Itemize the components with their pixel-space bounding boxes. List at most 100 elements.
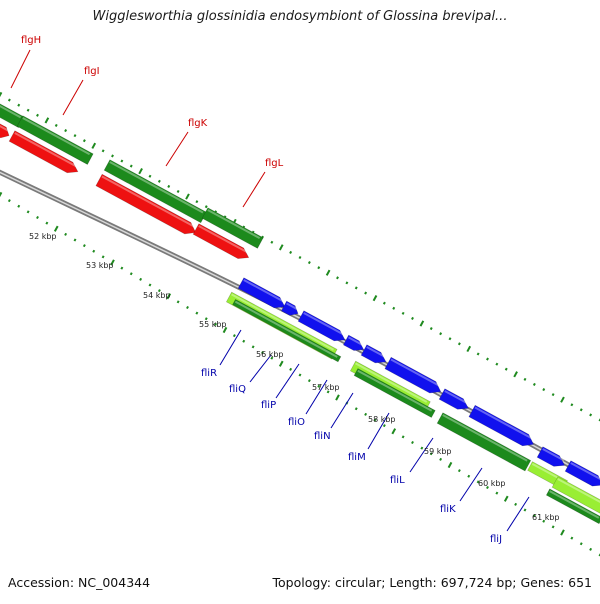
- inner-dot-63-mark: [589, 547, 593, 551]
- gene-label-fliK[interactable]: fliK: [440, 504, 456, 515]
- outer-dot-4-mark: [36, 113, 39, 117]
- outer-dot-59-mark: [551, 393, 555, 397]
- red-bar-4-body: [192, 223, 250, 259]
- outer-dot-8: [73, 134, 77, 138]
- blue-bar-5-body: [360, 344, 387, 364]
- outer-dot-57-mark: [532, 382, 536, 386]
- inner-dot-31-mark: [289, 367, 293, 371]
- inner-dot-36: [335, 394, 340, 401]
- outer-dot-48-mark: [448, 337, 452, 341]
- inner-dot-19: [176, 300, 180, 304]
- outer-dot-49-mark: [457, 342, 461, 346]
- gene-label-fliR[interactable]: fliR: [201, 368, 217, 379]
- topology-text: Topology: circular; Length: 697,724 bp; …: [272, 575, 593, 590]
- inner-dot-47-mark: [439, 457, 443, 461]
- flg-genes: [0, 122, 250, 259]
- outer-dot-3-mark: [26, 108, 30, 112]
- outer-dot-63-mark: [589, 413, 593, 417]
- inner-dot-23: [214, 322, 218, 326]
- outer-dot-9-mark: [82, 139, 86, 143]
- inner-dot-18-mark: [166, 293, 172, 300]
- inner-dot-12: [110, 259, 115, 266]
- inner-dot-56-mark: [523, 508, 527, 512]
- outer-dot-42: [392, 306, 396, 310]
- inner-dot-43-mark: [401, 435, 405, 439]
- inner-dot-61: [570, 536, 574, 540]
- blue-bar-8-shine: [474, 406, 534, 440]
- blue-bar-1: [237, 277, 286, 309]
- gene-label-flgK[interactable]: flgK: [188, 118, 208, 129]
- outer-dot-54: [504, 367, 508, 371]
- green-bar-9b-body: [545, 488, 600, 525]
- inner-dot-33-mark: [307, 379, 311, 383]
- inner-dot-4-mark: [36, 215, 39, 220]
- inner-dot-30: [278, 360, 284, 367]
- leader-line-0: [10, 49, 31, 89]
- leader-line-3: [242, 171, 266, 208]
- inner-dot-57: [532, 514, 536, 518]
- kbp-label-58: 58 kbp: [368, 415, 396, 424]
- inner-dot-13-mark: [120, 266, 124, 270]
- inner-dot-18: [166, 293, 172, 300]
- gene-label-flgL[interactable]: flgL: [265, 158, 284, 169]
- outer-dot-9: [82, 139, 86, 143]
- inner-dot-62: [579, 542, 583, 546]
- red-bar-2-shine: [14, 132, 78, 168]
- outer-dot-39: [364, 291, 368, 295]
- outer-dot-39-mark: [364, 291, 368, 295]
- inner-dot-3: [26, 210, 30, 214]
- inner-dot-52-mark: [486, 485, 489, 490]
- inner-dot-41-mark: [382, 424, 386, 428]
- gene-label-fliM[interactable]: fliM: [348, 452, 366, 463]
- gene-label-fliN[interactable]: fliN: [314, 431, 331, 442]
- outer-dot-14-mark: [129, 164, 133, 168]
- inner-dot-55: [514, 502, 518, 506]
- gene-label-fliP[interactable]: fliP: [261, 400, 276, 411]
- inner-dot-24: [222, 326, 228, 334]
- outer-dot-0: [0, 91, 3, 99]
- leader-line-11: [459, 467, 483, 502]
- gene-label-fliQ[interactable]: fliQ: [229, 384, 246, 395]
- red-bar-1-body: [0, 122, 10, 139]
- outer-dot-20: [185, 193, 190, 200]
- blue-bar-4-body: [342, 334, 365, 351]
- leader-line-9: [367, 412, 390, 450]
- inner-dot-15: [139, 277, 143, 281]
- inner-dot-46-mark: [429, 452, 433, 456]
- outer-dot-32-mark: [298, 255, 302, 260]
- outer-dot-51-mark: [476, 352, 480, 356]
- outer-dot-14: [129, 164, 133, 168]
- green-bar-1-shine: [0, 104, 22, 119]
- green-bar-6b-shine: [357, 369, 433, 412]
- blue-bar-3: [297, 310, 346, 342]
- green-bar-8-shine: [531, 462, 565, 482]
- blue-bar-3-shine: [303, 312, 345, 336]
- inner-dot-38-mark: [354, 407, 358, 411]
- kbp-label-56: 56 kbp: [256, 350, 284, 359]
- inner-dot-11-mark: [101, 255, 105, 259]
- gene-label-fliO[interactable]: fliO: [288, 417, 305, 428]
- gene-label-fliL[interactable]: fliL: [390, 475, 405, 486]
- inner-dot-35-mark: [326, 390, 330, 394]
- page-title: Wigglesworthia glossinidia endosymbiont …: [92, 9, 508, 24]
- green-bar-3-shine: [109, 161, 204, 214]
- outer-dot-13: [120, 159, 124, 163]
- outer-dot-12-mark: [111, 154, 114, 158]
- green-bar-6b-body: [353, 368, 436, 418]
- inner-dot-2: [17, 204, 21, 208]
- inner-dot-27-mark: [251, 345, 255, 349]
- gene-label-flgI[interactable]: flgI: [84, 66, 100, 77]
- inner-dot-29-mark: [270, 356, 274, 360]
- inner-dot-8: [73, 238, 77, 242]
- inner-dot-58-mark: [542, 519, 546, 523]
- outer-dot-21-mark: [195, 200, 199, 204]
- green-bar-2: [16, 115, 94, 165]
- outer-dot-33-mark: [307, 261, 311, 265]
- blue-bar-7: [438, 388, 469, 410]
- accession-text: Accession: NC_004344: [8, 575, 151, 590]
- inner-dot-55-mark: [514, 502, 518, 506]
- gene-label-fliJ[interactable]: fliJ: [490, 534, 502, 545]
- gene-label-flgH[interactable]: flgH: [21, 35, 41, 46]
- inner-dot-53: [495, 491, 499, 495]
